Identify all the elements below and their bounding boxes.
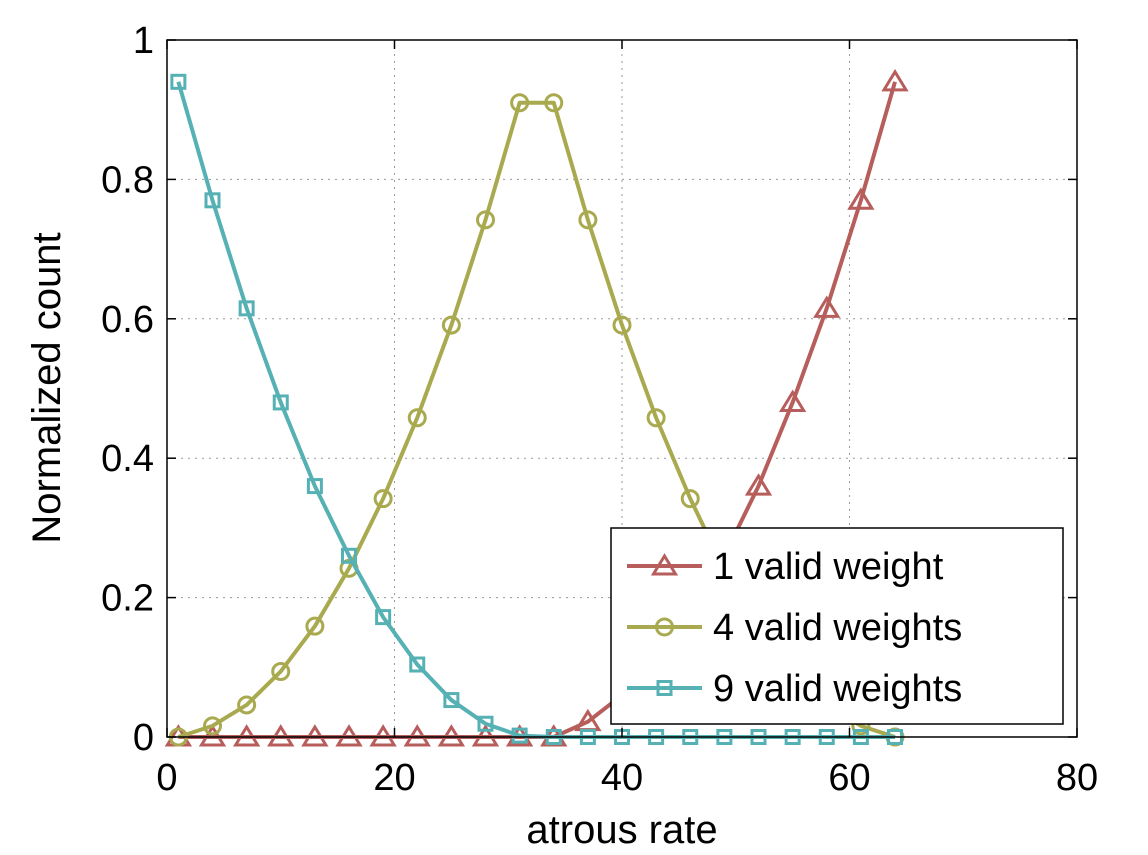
data-point (778, 389, 807, 412)
data-point (407, 408, 427, 428)
data-point (204, 192, 221, 209)
data-point (198, 724, 227, 747)
data-point (646, 408, 666, 428)
x-axis-title: atrous rate (526, 808, 717, 852)
data-point (238, 300, 255, 317)
tick-labels: 0 20 40 60 80 0 0.2 0.4 0.6 0.8 1 (101, 20, 1098, 799)
y-tick-label: 0.4 (101, 438, 154, 480)
legend-entry-1: 1 valid weight (627, 546, 944, 588)
data-point (170, 73, 187, 90)
data-point (437, 724, 466, 747)
data-point (341, 547, 357, 564)
y-tick-label: 0.6 (101, 299, 154, 341)
legend-label-2: 4 valid weights (713, 607, 962, 649)
data-point (375, 609, 392, 626)
data-point (477, 715, 494, 732)
legend-entry-3: 9 valid weights (627, 668, 962, 710)
data-point (237, 695, 257, 715)
data-point (443, 692, 460, 709)
legend-marker-3 (656, 680, 673, 696)
x-tick-label: 0 (156, 757, 177, 799)
data-point (680, 489, 700, 509)
legend-label-1: 1 valid weight (713, 546, 944, 588)
data-point (301, 724, 329, 747)
data-point (544, 93, 564, 113)
data-point (744, 473, 773, 496)
legend-entry-2: 4 valid weights (627, 607, 962, 649)
data-point (578, 210, 598, 230)
data-point (232, 724, 261, 747)
y-tick-label: 1 (133, 20, 154, 62)
data-point (471, 724, 500, 747)
data-point (409, 656, 426, 673)
y-tick-label: 0.8 (101, 159, 154, 201)
x-tick-label: 60 (828, 757, 870, 799)
data-point (403, 724, 431, 747)
data-point (305, 616, 325, 636)
data-point (203, 716, 222, 736)
x-tick-label: 40 (601, 757, 643, 799)
data-point (267, 724, 295, 747)
data-point (813, 295, 841, 318)
data-point (373, 489, 393, 509)
legend-marker-1 (650, 553, 679, 576)
y-tick-label: 0 (133, 717, 154, 759)
data-point (476, 210, 495, 230)
data-point (510, 93, 530, 113)
data-point (272, 394, 289, 411)
data-point (306, 478, 323, 495)
data-point (369, 724, 397, 747)
data-point (335, 724, 363, 747)
data-point (441, 315, 461, 335)
legend: 1 valid weight 4 valid weights 9 valid w… (610, 527, 1064, 725)
data-point (881, 68, 909, 92)
x-tick-label: 20 (373, 757, 415, 799)
data-point (612, 315, 632, 335)
data-point (271, 661, 291, 681)
data-point (511, 727, 528, 744)
x-tick-label: 80 (1056, 757, 1098, 799)
legend-label-3: 9 valid weights (713, 668, 962, 710)
ticks (166, 39, 1078, 738)
legend-marker-2 (655, 617, 674, 637)
y-axis-title: Normalized count (25, 232, 69, 543)
data-point (847, 187, 875, 210)
y-tick-label: 0.2 (101, 578, 154, 620)
